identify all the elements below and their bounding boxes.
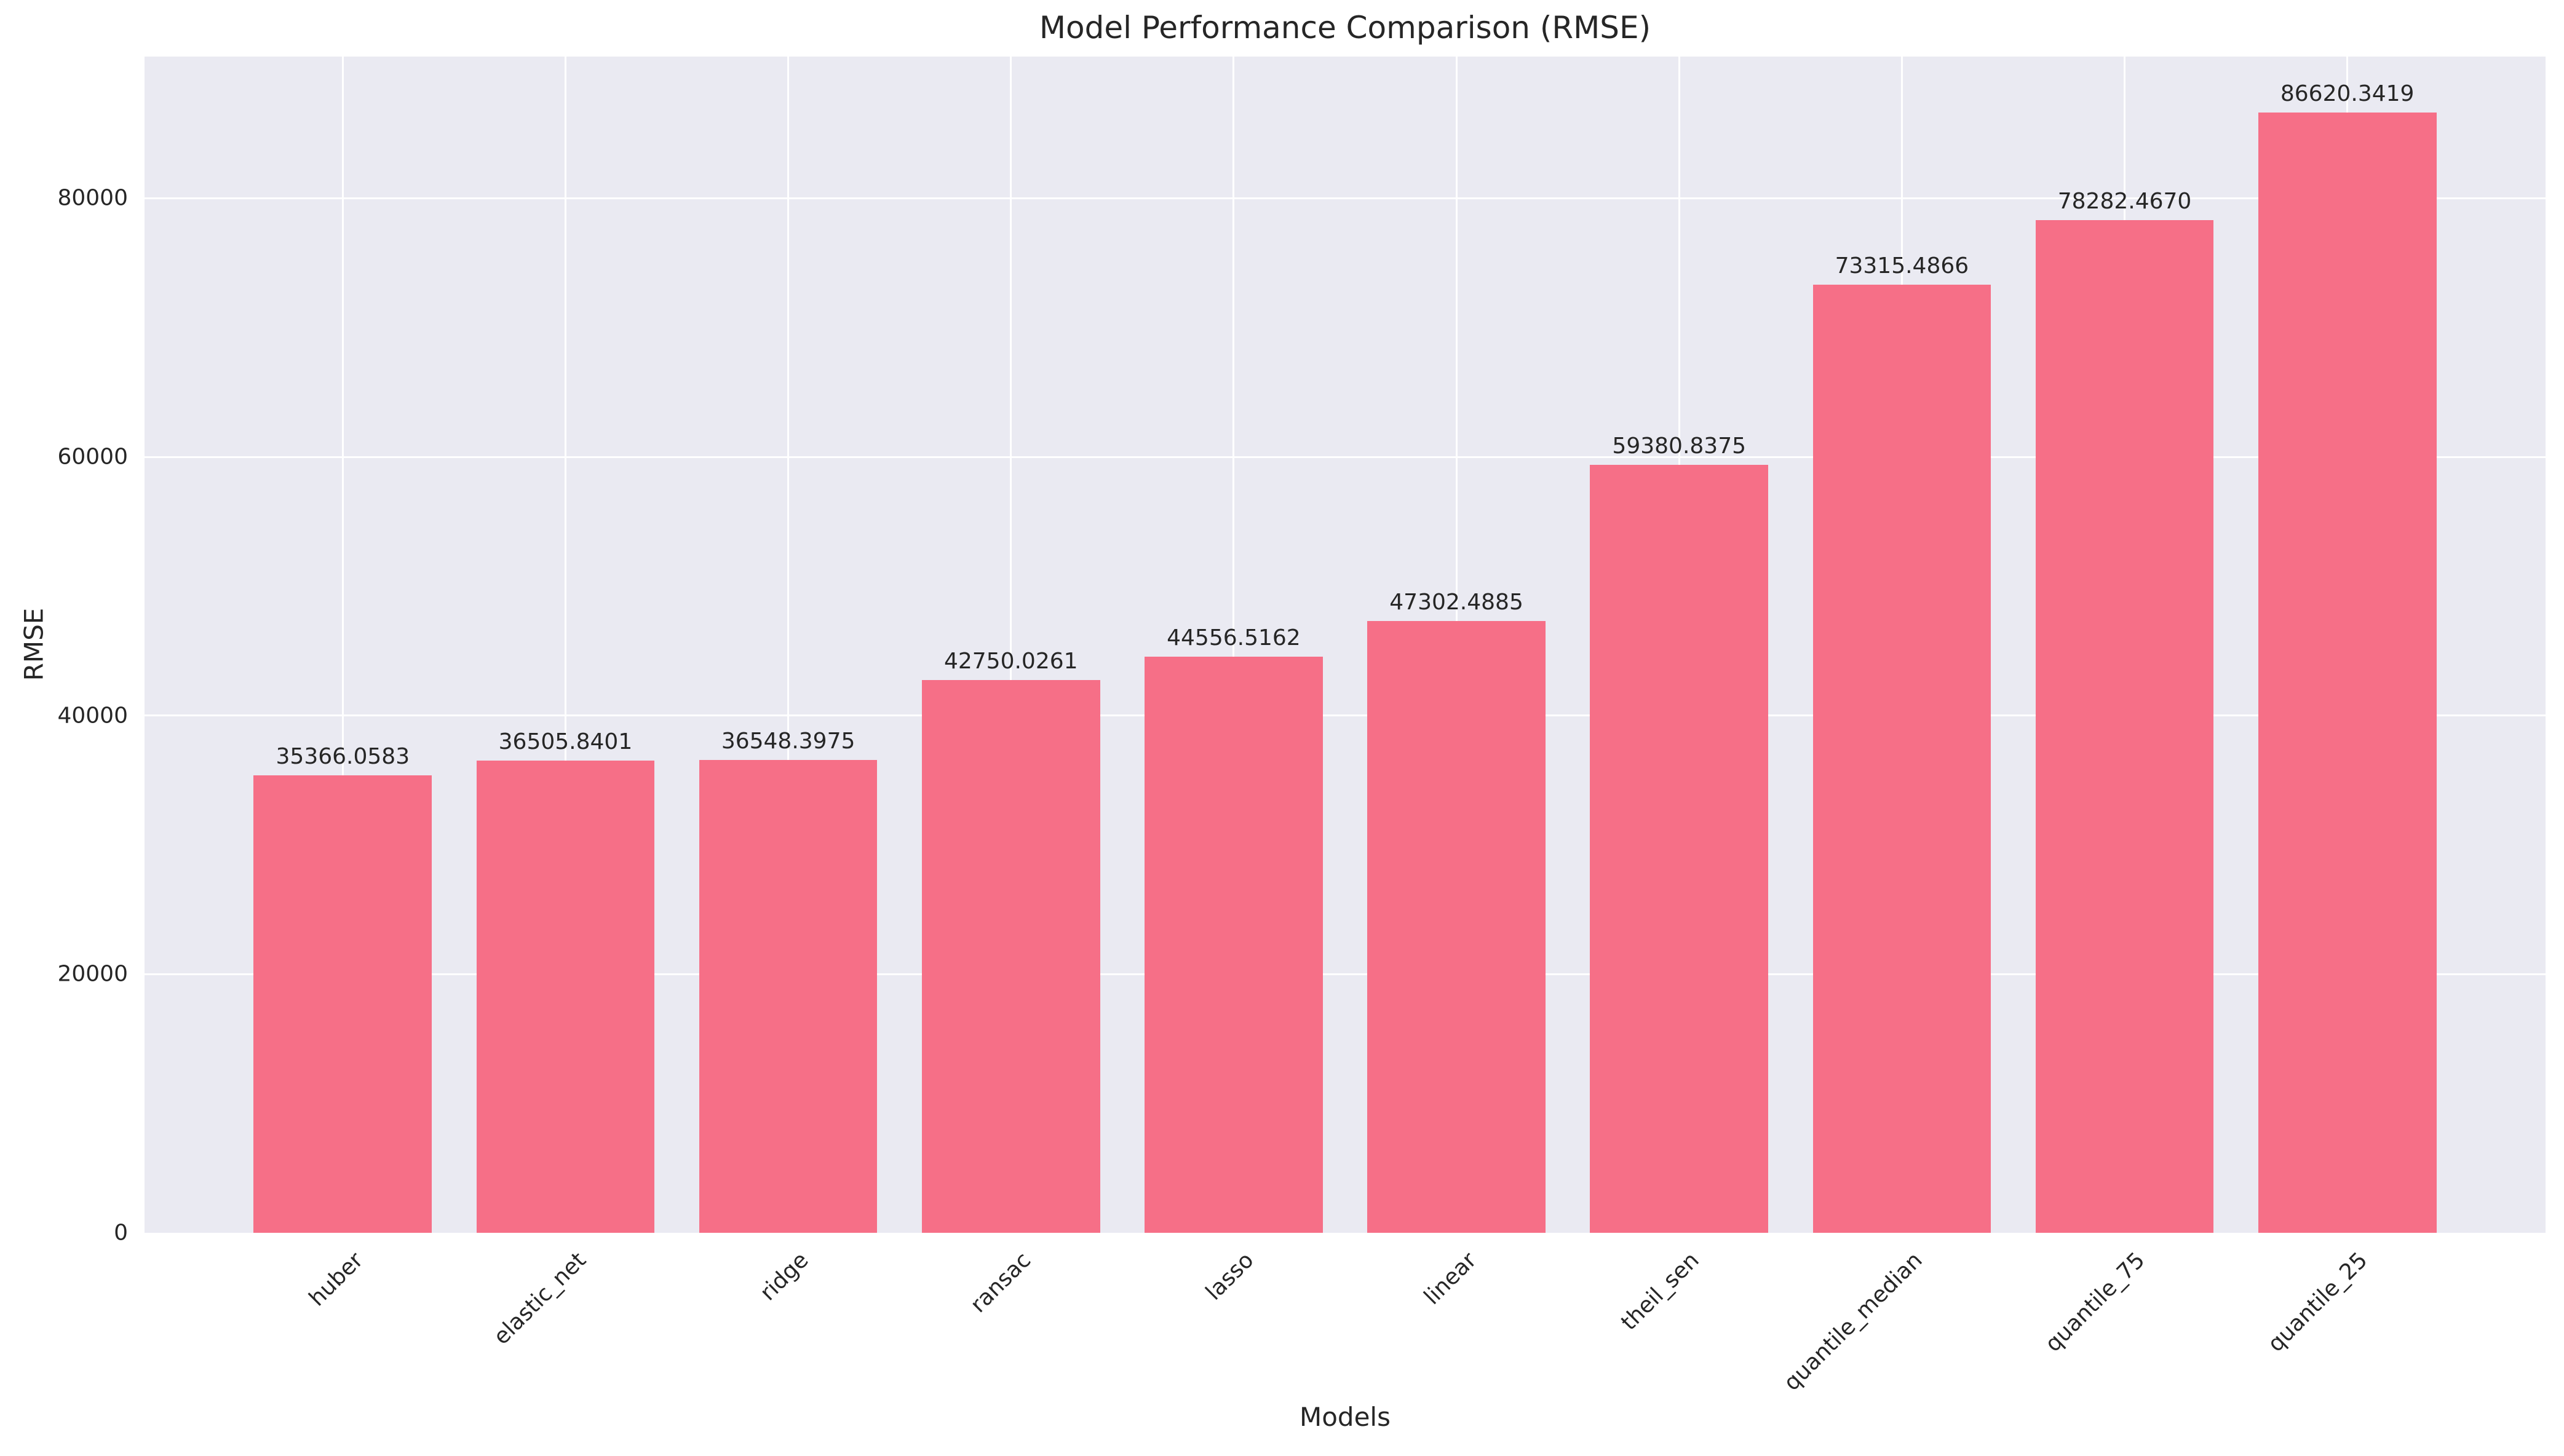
x-tick-label: theil_sen (1616, 1248, 1705, 1335)
horizontal-gridline (145, 197, 2546, 199)
x-tick-label: huber (304, 1248, 368, 1312)
bar (2258, 113, 2437, 1233)
x-tick-label: quantile_median (1779, 1248, 1927, 1396)
y-tick-label: 40000 (57, 703, 128, 729)
x-tick-label: lasso (1201, 1248, 1259, 1305)
x-tick-label: ransac (966, 1248, 1036, 1318)
bar-value-label: 36548.3975 (721, 729, 855, 754)
bar-value-label: 78282.4670 (2057, 189, 2192, 215)
y-tick-label: 80000 (57, 185, 128, 211)
bar-value-label: 44556.5162 (1167, 625, 1301, 651)
bar (1590, 465, 1769, 1233)
bar (921, 679, 1100, 1233)
x-tick-label: ridge (755, 1248, 814, 1306)
bar-value-label: 86620.3419 (2280, 81, 2415, 107)
vertical-gridline (564, 57, 566, 1233)
bar (253, 775, 432, 1233)
bar-value-label: 42750.0261 (943, 648, 1078, 674)
y-tick-label: 0 (114, 1220, 128, 1246)
bar-value-label: 73315.4866 (1835, 253, 1969, 279)
vertical-gridline (1232, 57, 1235, 1233)
bar-value-label: 47302.4885 (1389, 590, 1523, 615)
bar (476, 761, 655, 1233)
bar (1367, 621, 1546, 1233)
vertical-gridline (787, 57, 790, 1233)
x-tick-label: quantile_75 (2040, 1248, 2150, 1357)
y-axis-label: RMSE (18, 607, 49, 681)
bar (1812, 284, 1991, 1233)
bar (1145, 656, 1323, 1233)
bar-value-label: 36505.8401 (498, 729, 633, 755)
plot-area: 35366.0583 36505.8401 36548.3975 42750.0261… (145, 57, 2546, 1233)
horizontal-gridline (145, 714, 2546, 717)
x-tick-label: linear (1419, 1248, 1482, 1310)
bar (699, 760, 878, 1233)
chart-title: Model Performance Comparison (RMSE) (1039, 10, 1651, 46)
x-axis-label: Models (1300, 1402, 1391, 1432)
horizontal-gridline (145, 456, 2546, 458)
x-tick-label: elastic_net (488, 1248, 591, 1350)
horizontal-gridline (145, 973, 2546, 975)
bar-value-label: 35366.0583 (276, 744, 410, 770)
y-tick-label: 60000 (57, 444, 128, 470)
vertical-gridline (1010, 57, 1012, 1233)
y-tick-label: 20000 (57, 961, 128, 987)
x-tick-label: quantile_25 (2263, 1248, 2373, 1357)
bar (2035, 220, 2214, 1233)
bar-value-label: 59380.8375 (1612, 433, 1747, 459)
vertical-gridline (341, 57, 344, 1233)
